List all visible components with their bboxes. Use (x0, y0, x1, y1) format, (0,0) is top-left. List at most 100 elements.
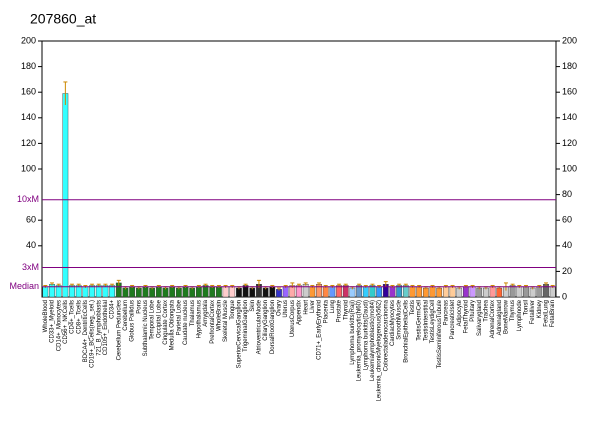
x-tick-label: Thymus (510, 300, 516, 321)
bar (222, 286, 229, 298)
bar (175, 287, 182, 298)
y2-tick-label: 100 (562, 163, 577, 173)
bar (416, 286, 423, 298)
y-tick-label: 40 (26, 240, 36, 250)
x-tick-label: Heart (303, 300, 309, 315)
reference-label: 10xM (17, 194, 39, 204)
x-tick-label: Tonsil (524, 300, 530, 315)
x-tick-label: Leukemia_promyelocytic(hl60) (357, 300, 363, 381)
bar (549, 286, 556, 298)
x-tick-label: TestisLeydigCell (430, 300, 436, 343)
bar (129, 286, 135, 298)
x-tick-label: Colorectaladenocarcinoma (383, 299, 389, 371)
x-tick-label: CD4+_Tcells (70, 300, 76, 334)
x-tick-label: TrigeminalGanglion (243, 300, 249, 352)
x-tick-label: Cingulate Cortex (163, 300, 169, 345)
bar (195, 286, 202, 298)
x-tick-label: Thalamus (190, 300, 196, 326)
x-tick-label: SuperiorCervicalGanglion (237, 300, 243, 368)
x-tick-label: DorsalRootGanglion (270, 300, 276, 354)
x-tick-label: CD14+_Monocytes (56, 300, 62, 351)
x-tick-label: PancreaticIslet (450, 300, 456, 340)
bar (169, 286, 176, 298)
x-tick-label: Subthalamic Nucleus (143, 300, 149, 356)
bar (436, 287, 443, 298)
x-tick-label: TestisSeminiferousTubule (437, 299, 443, 368)
x-tick-label: Adipocyte (457, 299, 463, 326)
bar (316, 284, 322, 298)
bar (409, 286, 416, 298)
x-tick-label: Skeletal Muscle (223, 299, 229, 342)
x-tick-label: CD34+ (110, 300, 116, 319)
bar (469, 286, 476, 298)
bar (122, 287, 129, 298)
x-tick-label: Tongue (230, 299, 236, 319)
x-tick-label: Salivarygland (477, 300, 483, 336)
bar (309, 286, 316, 298)
x-tick-label: Caudate nucleus (183, 300, 189, 345)
x-tick-label: Hypothalamus (196, 300, 202, 338)
x-tick-label: Kidney (537, 300, 543, 318)
x-tick-label: Occipital Lobe (156, 299, 162, 338)
x-tick-label: Leukemia_chronicMyelogenous(k562) (377, 300, 383, 401)
x-tick-label: Lymphnode (517, 299, 523, 331)
y-tick-label: 180 (21, 61, 36, 71)
x-tick-label: Lymphoma burkitts(Raji) (350, 300, 356, 365)
y-tick-label: 140 (21, 112, 36, 122)
x-tick-label: FetalThyroid (463, 300, 469, 333)
bar (543, 284, 549, 298)
x-tick-label: 721_B_lymphoblasts (96, 300, 102, 356)
x-tick-label: Leukemialymphoblastic(molt4) (370, 300, 376, 381)
bar (449, 286, 456, 298)
bar (389, 286, 396, 298)
bar (216, 286, 222, 298)
x-tick-label: BronchialEpithelialCells (403, 300, 409, 363)
x-tick-label: Skin (250, 300, 256, 312)
bar (42, 286, 49, 298)
bar (483, 287, 489, 298)
y2-tick-label: 200 (562, 35, 577, 45)
x-tick-label: AdrenalCortex (490, 300, 496, 338)
x-tick-label: Lymphoma burkitts(Daudi) (363, 300, 369, 370)
x-tick-label: Globus Pallidus (130, 300, 136, 342)
x-tick-label: PrefrontalCortex (210, 300, 216, 344)
x-tick-label: UterusCorpus (290, 300, 296, 337)
x-tick-label: Parietal Lobe (176, 299, 182, 335)
x-tick-label: Pancreas (443, 300, 449, 325)
bar (496, 287, 503, 298)
x-tick-label: Adrenalgland (497, 300, 503, 335)
x-tick-label: BDCA4+_DentriticCells (83, 300, 89, 362)
x-tick-label: CD8+_Tcells (76, 300, 82, 334)
bar (135, 287, 142, 298)
y-tick-label: 160 (21, 87, 36, 97)
x-tick-label: Placenta (323, 299, 329, 323)
x-tick-label: Trachea (483, 299, 489, 321)
y-tick-label: 200 (21, 35, 36, 45)
bar (456, 287, 463, 298)
bar (529, 287, 536, 298)
x-tick-label: Appendix (297, 300, 303, 325)
x-tick-label: FetalBrain (550, 300, 556, 327)
x-tick-label: Pituitary (470, 300, 476, 322)
x-tick-label: TestisInterstitial (423, 300, 429, 341)
bar (62, 93, 69, 298)
y2-tick-label: 20 (562, 266, 572, 276)
bar (282, 286, 289, 298)
reference-label: Median (9, 281, 39, 291)
x-tick-label: Prostate (337, 299, 343, 322)
x-tick-label: CiliaryGanglion (263, 300, 269, 341)
x-tick-label: CD19+_BCells(neg._sel.) (90, 300, 96, 368)
bar (536, 286, 543, 298)
bar (302, 284, 309, 298)
x-tick-label: Amygdala (203, 299, 209, 326)
x-tick-label: WholeBlood (43, 300, 49, 332)
bar (249, 287, 256, 298)
x-tick-label: WholeBrain (216, 300, 222, 331)
bar (162, 287, 169, 298)
bar (49, 284, 55, 298)
bar (182, 286, 189, 298)
x-tick-label: Ovary (277, 300, 283, 316)
y2-tick-label: 40 (562, 240, 572, 250)
y2-tick-label: 0 (562, 291, 567, 301)
